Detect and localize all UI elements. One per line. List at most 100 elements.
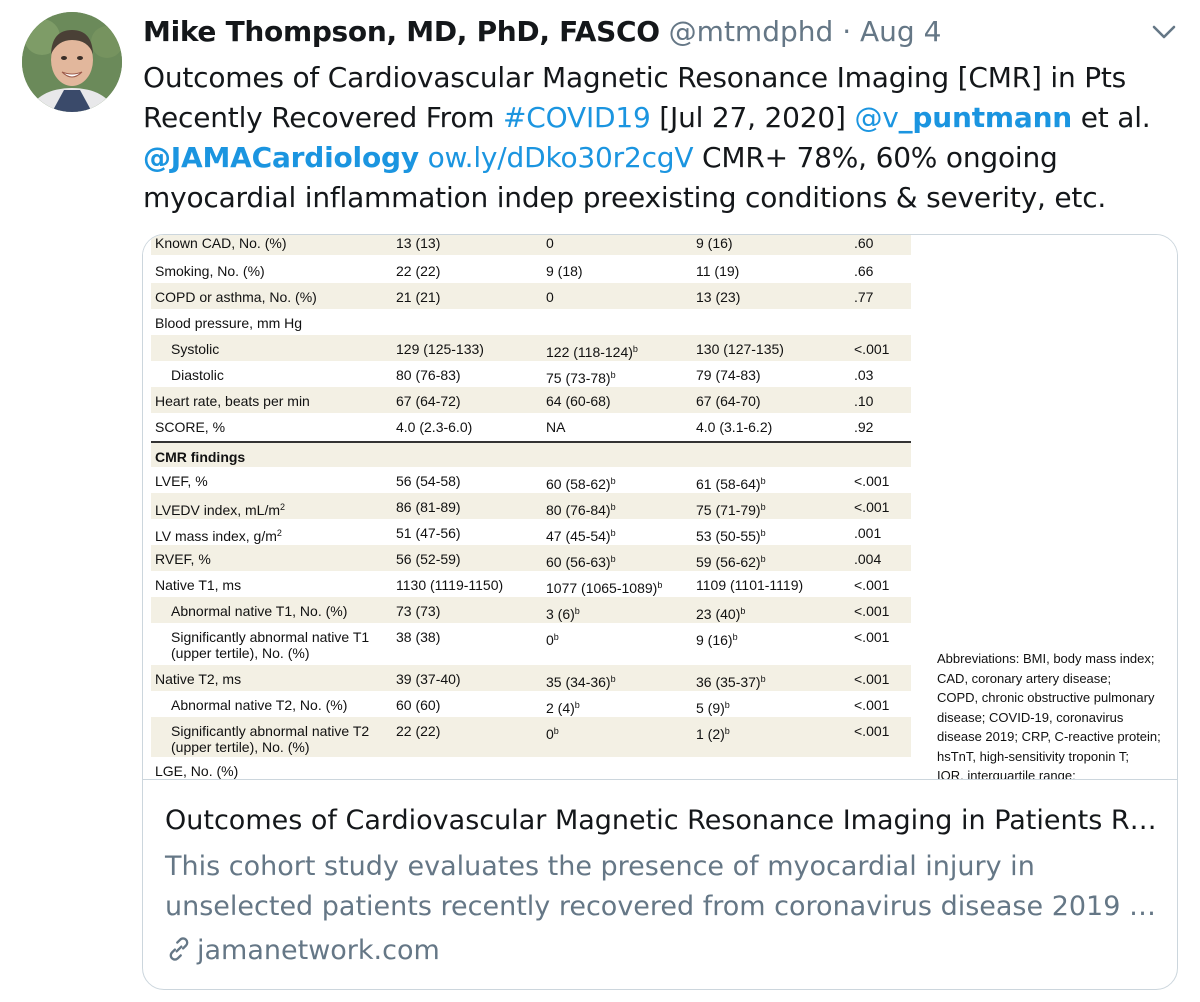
table-cell-c2: 80 (76-84)b xyxy=(546,502,616,518)
tweet-text-line-2: Recently Recovered From #COVID19 [Jul 27… xyxy=(143,98,1153,138)
author-name[interactable]: Mike Thompson, MD, PhD, FASCO xyxy=(143,15,660,48)
card-description-line: This cohort study evaluates the presence… xyxy=(165,851,1035,882)
table-cell-c1: 21 (21) xyxy=(396,289,441,305)
card-title[interactable]: Outcomes of Cardiovascular Magnetic Reso… xyxy=(165,805,1155,836)
table-cell-c1: 4.0 (2.3-6.0) xyxy=(396,419,473,435)
table-cell-c2: 0 xyxy=(546,289,554,305)
table-row-label: Abnormal native T1, No. (%) xyxy=(171,603,348,619)
table-row-label: Blood pressure, mm Hg xyxy=(155,315,303,331)
table-row: SCORE, % 4.0 (2.3-6.0) NA 4.0 (3.1-6.2) .92 xyxy=(151,413,911,439)
table-row-label: Native T1, ms xyxy=(155,577,242,593)
hashtag-covid19[interactable]: #COVID19 xyxy=(503,101,651,134)
tweet-text: Outcomes of Cardiovascular Magnetic Reso… xyxy=(143,58,1153,218)
table-cell-c1: 51 (47-56) xyxy=(396,525,461,541)
card-description-line: unselected patients recently recovered f… xyxy=(165,891,1156,922)
table-row: Abnormal native T1, No. (%) 73 (73) 3 (6)b… xyxy=(151,597,911,623)
table-cell-p: <.001 xyxy=(854,723,890,739)
tweet-date[interactable]: Aug 4 xyxy=(860,15,942,48)
table-cell-c2: 75 (73-78)b xyxy=(546,370,616,386)
table-cell-c2: 9 (18) xyxy=(546,263,583,279)
table-cell-p: .10 xyxy=(854,393,874,409)
table-cell-c2: 2 (4)b xyxy=(546,700,580,716)
table-cell-c2: 60 (56-63)b xyxy=(546,554,616,570)
table-cell-p: .66 xyxy=(854,263,874,279)
table-cell-c1: 60 (60) xyxy=(396,697,441,713)
table-cell-p: <.001 xyxy=(854,577,890,593)
table-cell-p: .60 xyxy=(854,235,874,251)
card-domain[interactable]: jamanetwork.com xyxy=(165,931,440,971)
table-row: LGE, No. (%) xyxy=(151,757,911,779)
abbrev-line: Abbreviations: BMI, body mass index; xyxy=(937,651,1155,666)
table-cell-c1: 22 (22) xyxy=(396,723,441,739)
tweet-text-line-4: myocardial inflammation indep preexistin… xyxy=(143,181,1107,214)
table-cell-c3: 1 (2)b xyxy=(696,726,730,742)
table-cell-c3: 53 (50-55)b xyxy=(696,528,766,544)
header-separator: · xyxy=(842,15,852,48)
table-row-label: Abnormal native T2, No. (%) xyxy=(171,697,348,713)
chevron-down-icon[interactable] xyxy=(1150,18,1178,46)
table-row: Significantly abnormal native T2 (upper t… xyxy=(151,717,911,757)
table-row: Native T2, ms 39 (37-40) 35 (34-36)b 36 (35… xyxy=(151,665,911,691)
table-cell-c1: 13 (13) xyxy=(396,235,441,251)
table-cell-c2: 64 (60-68) xyxy=(546,393,611,409)
table-cell-p: <.001 xyxy=(854,341,890,357)
table-row-label: Systolic xyxy=(171,341,220,357)
table-cell-c2: 0b xyxy=(546,632,559,648)
table-cell-p: <.001 xyxy=(854,697,890,713)
table-cell-c3: 61 (58-64)b xyxy=(696,476,766,492)
mention-prefix: @v xyxy=(854,101,899,134)
mention-rest: _puntmann xyxy=(898,101,1073,134)
table-cell-c3: 5 (9)b xyxy=(696,700,730,716)
table-cell-c1: 22 (22) xyxy=(396,263,441,279)
table-row: LVEDV index, mL/m2 86 (81-89) 80 (76-84)b 7… xyxy=(151,493,911,519)
table-cell-c1: 39 (37-40) xyxy=(396,671,461,687)
table-cell-c1: 56 (54-58) xyxy=(396,473,461,489)
table-row-label: Native T2, ms xyxy=(155,671,242,687)
table-row-label: Significantly abnormal native T1 (upper t… xyxy=(171,629,370,661)
abbrev-line: hsTnT, high-sensitivity troponin T; xyxy=(937,748,1129,764)
short-link[interactable]: ow.ly/dDko30r2cgV xyxy=(427,141,694,174)
table-row-label: Known CAD, No. (%) xyxy=(155,235,287,251)
table-row: Abnormal native T2, No. (%) 60 (60) 2 (4)b… xyxy=(151,691,911,717)
link-icon xyxy=(169,937,189,961)
mention-jamacardiology[interactable]: @JAMACardiology xyxy=(143,141,419,174)
table-cell-p: <.001 xyxy=(854,499,890,515)
tweet-text-segment: et al. xyxy=(1072,101,1151,134)
author-handle[interactable]: @mtmdphd xyxy=(668,15,834,48)
table-row: LV mass index, g/m2 51 (47-56) 47 (45-54)b… xyxy=(151,519,911,545)
table-row-label: LGE, No. (%) xyxy=(155,763,239,779)
tweet-text-line-3: @JAMACardiology ow.ly/dDko30r2cgV CMR+ 7… xyxy=(143,138,1153,178)
table-cell-p: <.001 xyxy=(854,603,890,619)
abbrev-line: IQR, interquartile range; xyxy=(937,768,1076,779)
table-cell-p: .92 xyxy=(854,419,874,435)
table-cell-c3: 59 (56-62)b xyxy=(696,554,766,570)
abbrev-line: COPD, chronic obstructive pulmonary xyxy=(937,690,1155,705)
tweet-header: Mike Thompson, MD, PhD, FASCO @mtmdphd ·… xyxy=(143,14,1143,54)
table-row: Heart rate, beats per min 67 (64-72) 64 (6… xyxy=(151,387,911,413)
table-row-label: CMR findings xyxy=(155,449,246,465)
abbrev-line: disease; COVID-19, coronavirus xyxy=(937,709,1124,725)
table-cell-p: .03 xyxy=(854,367,874,383)
tweet-text-space xyxy=(419,141,428,174)
table-cell-c3: 75 (71-79)b xyxy=(696,502,766,518)
table-row-label: Significantly abnormal native T2 (upper t… xyxy=(171,723,370,755)
link-preview-card[interactable]: Known CAD, No. (%) 13 (13) 0 9 (16) .60 Smoki… xyxy=(142,234,1178,990)
table-cell-c1: 129 (125-133) xyxy=(396,341,484,357)
table-cell-c3: 130 (127-135) xyxy=(696,341,784,357)
abbreviations-note: Abbreviations: BMI, body mass index; CAD… xyxy=(937,649,1177,779)
table-cell-c2: NA xyxy=(546,419,566,435)
table-cell-c3: 1109 (1101-1119) xyxy=(696,577,804,593)
table-cell-c2: 35 (34-36)b xyxy=(546,674,616,690)
table-row: CMR findings xyxy=(151,441,911,467)
tweet-text-segment: CMR+ 78%, 60% ongoing xyxy=(693,141,1058,174)
tweet-text-line-1: Outcomes of Cardiovascular Magnetic Reso… xyxy=(143,61,1127,94)
table-row: Significantly abnormal native T1 (upper t… xyxy=(151,623,911,665)
table-cell-c1: 80 (76-83) xyxy=(396,367,461,383)
mention-v-puntmann[interactable]: @v_puntmann xyxy=(854,101,1072,134)
table-row-label: COPD or asthma, No. (%) xyxy=(155,289,317,305)
author-avatar[interactable] xyxy=(22,12,122,112)
table-row: Systolic 129 (125-133) 122 (118-124)b 130 (… xyxy=(151,335,911,361)
table-cell-c2: 122 (118-124)b xyxy=(546,344,638,360)
table-row: Diastolic 80 (76-83) 75 (73-78)b 79 (74-83)… xyxy=(151,361,911,387)
table-cell-c1: 1130 (1119-1150) xyxy=(396,577,504,593)
